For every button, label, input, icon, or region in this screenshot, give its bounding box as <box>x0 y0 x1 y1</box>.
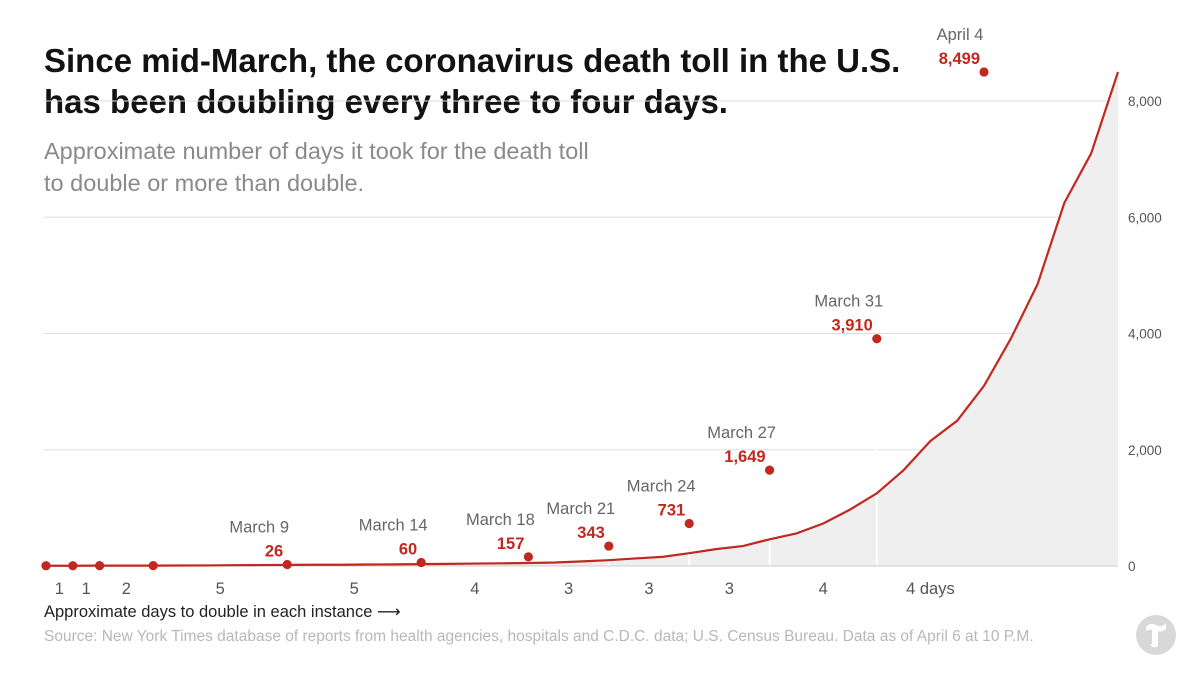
y-tick-label: 6,000 <box>1128 210 1162 225</box>
date-label: March 31 <box>814 293 883 311</box>
doubling-days-label: 1 <box>82 580 91 598</box>
doubling-days-label: 3 <box>725 580 734 598</box>
value-label: 157 <box>497 535 525 553</box>
date-label: March 18 <box>466 511 535 529</box>
value-label: 731 <box>658 502 686 520</box>
doubling-days-label: 4 days <box>906 580 955 598</box>
date-label: March 27 <box>707 424 776 442</box>
doubling-point <box>523 552 534 562</box>
doubling-point <box>604 541 614 551</box>
death-toll-line <box>46 71 1120 567</box>
date-label: March 14 <box>359 517 428 535</box>
date-label: March 21 <box>546 500 615 518</box>
y-tick-label: 8,000 <box>1128 94 1162 109</box>
doubling-point <box>148 560 158 571</box>
value-label: 60 <box>399 541 417 559</box>
doubling-point <box>68 561 78 571</box>
doubling-point <box>872 334 882 344</box>
doubling-point <box>684 518 694 529</box>
doubling-days-label: 3 <box>644 580 653 598</box>
y-tick-label: 2,000 <box>1128 443 1162 458</box>
y-tick-label: 4,000 <box>1128 327 1162 342</box>
chart-subtitle: Approximate number of days it took for t… <box>44 138 589 196</box>
date-label: April 4 <box>937 26 984 44</box>
date-label: March 24 <box>627 478 696 496</box>
nyt-t-logo-icon <box>1136 615 1176 655</box>
doubling-point <box>765 465 775 475</box>
doubling-point <box>282 559 292 570</box>
doubling-point <box>95 561 105 571</box>
source-note: Source: New York Times database of repor… <box>44 628 1034 645</box>
date-label: March 9 <box>229 518 289 536</box>
doubling-days-label: 5 <box>350 580 359 598</box>
area-fill <box>46 71 1118 566</box>
value-label: 1,649 <box>724 448 765 466</box>
doubling-days-label: 3 <box>564 580 573 598</box>
doubling-days-label: 2 <box>122 580 131 598</box>
doubling-days-label: 1 <box>55 580 64 598</box>
value-label: 343 <box>577 524 605 542</box>
doubling-days-label: 5 <box>216 580 225 598</box>
x-axis-label: Approximate days to double in each insta… <box>44 603 401 621</box>
doubling-point <box>416 557 426 568</box>
value-label: 8,499 <box>939 50 980 68</box>
doubling-point <box>41 561 51 571</box>
value-label: 3,910 <box>832 317 873 335</box>
y-tick-label: 0 <box>1128 559 1136 574</box>
value-label: 26 <box>265 542 283 560</box>
doubling-days-label: 4 <box>470 580 479 598</box>
doubling-point <box>979 67 989 77</box>
doubling-days-label: 4 <box>819 580 828 598</box>
